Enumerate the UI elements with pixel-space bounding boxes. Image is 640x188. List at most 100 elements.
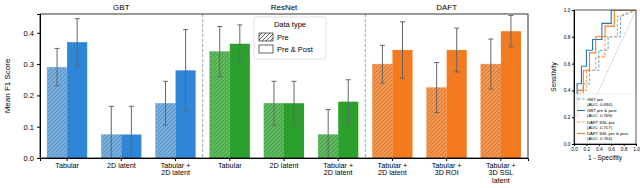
error-cap — [237, 62, 242, 63]
tick: 1.0 — [633, 144, 640, 152]
y-axis-title: Mean F1 Score — [3, 58, 12, 113]
tick: 0.2 — [24, 91, 40, 100]
error-bar — [454, 28, 459, 72]
tick-label: 0.6 — [608, 147, 615, 152]
legend-line — [577, 122, 585, 123]
tick-label: Tabular +2D latent — [161, 161, 191, 178]
tick-label: 1.0 — [633, 147, 640, 152]
error-line — [57, 48, 58, 86]
legend-box — [575, 94, 635, 143]
tick-label: 2D latent — [270, 161, 299, 170]
legend-line — [577, 133, 585, 134]
legend-label-line: (AUC: 0.764) — [587, 136, 613, 141]
error-cap — [434, 112, 439, 113]
error-line — [490, 39, 491, 89]
plot-frame — [40, 14, 528, 158]
tick: Tabular +3D ROI — [432, 158, 462, 177]
error-line — [328, 109, 329, 158]
tick: 0.6 — [564, 62, 574, 67]
tick-mark — [572, 90, 574, 91]
legend-title: Data type — [274, 20, 306, 29]
error-bar — [183, 30, 188, 111]
legend-label: Pre — [277, 33, 289, 42]
tick: 0.8 — [621, 144, 628, 152]
error-line — [165, 81, 166, 125]
error-cap — [183, 29, 188, 30]
x-axis: Tabular 2D latent Tabular +2D latent Tabula… — [41, 158, 529, 185]
error-bar — [508, 16, 513, 47]
tick-label: Tabular — [55, 161, 79, 170]
tick-mark — [572, 64, 574, 65]
plot-frame — [574, 10, 636, 144]
legend-box — [254, 17, 326, 59]
bar — [501, 31, 521, 158]
tick: 0.0 — [564, 142, 574, 147]
tick-mark — [37, 127, 40, 128]
error-cap — [217, 76, 222, 77]
error-line — [239, 25, 240, 63]
error-cap — [292, 125, 297, 126]
panel-separator — [365, 14, 366, 158]
tick-mark — [572, 10, 574, 11]
tick-mark — [37, 158, 40, 159]
error-cap — [400, 21, 405, 22]
tick-mark — [37, 95, 40, 96]
tick: 1.0 — [564, 8, 574, 13]
error-line — [294, 81, 295, 125]
tick-label: Tabular +3D SSLlatent — [486, 161, 516, 185]
error-line — [219, 27, 220, 77]
tick-mark — [636, 144, 637, 146]
tick: 0.4 — [564, 88, 574, 93]
tick-label-line: Tabular — [218, 161, 242, 170]
tick-mark — [37, 33, 40, 34]
error-bar — [75, 19, 80, 66]
roc-line — [574, 10, 636, 144]
tick: 2D latent — [270, 158, 299, 170]
legend: GBT pre(AUC: 0.694)GBT pre & post(AUC: 0… — [575, 94, 635, 143]
y-axis: 0.00.20.40.60.81.0 — [564, 8, 575, 147]
tick: Tabular +2D latent — [323, 158, 353, 177]
tick: Tabular +2D latent — [378, 158, 408, 177]
roc-line — [574, 10, 636, 144]
error-cap — [488, 39, 493, 40]
legend: Data type Pre Pre & Post — [254, 17, 326, 59]
tick-mark — [572, 144, 574, 145]
error-cap — [237, 24, 242, 25]
error-cap — [434, 62, 439, 63]
tick-label: Tabular +3D ROI — [432, 161, 462, 178]
tick-mark — [624, 144, 625, 146]
error-line — [185, 30, 186, 111]
legend-label: GBT pre & post(AUC: 0.769) — [587, 108, 617, 118]
roc-line — [574, 10, 636, 144]
tick: 0.0 — [24, 154, 40, 163]
tick-mark — [611, 144, 612, 146]
tick-label: 1.0 — [564, 8, 571, 13]
error-bar — [488, 39, 493, 89]
error-bar — [346, 80, 351, 124]
roc-plot-area — [574, 10, 636, 144]
tick: 0.2 — [584, 144, 591, 152]
error-bar — [163, 81, 168, 125]
legend-label: GBT pre(AUC: 0.694) — [587, 97, 613, 107]
tick: Tabular — [55, 158, 79, 170]
legend-label: DAFT SSL pre & post(AUC: 0.764) — [587, 131, 629, 141]
tick-label: Tabular — [218, 161, 242, 170]
error-bar — [109, 106, 114, 158]
y-axis: 0.00.10.20.30.4 — [24, 15, 41, 163]
legend-label: DAFT SSL pre(AUC: 0.717) — [587, 120, 615, 130]
error-cap — [163, 81, 168, 82]
error-cap — [75, 65, 80, 66]
tick-label-line: 2D latent — [107, 161, 136, 170]
tick: 2D latent — [107, 158, 136, 170]
tick: 0.4 — [24, 29, 40, 38]
error-line — [510, 16, 511, 47]
legend-label-line: (AUC: 0.769) — [587, 113, 613, 118]
tick-label-line: Tabular — [55, 161, 79, 170]
error-cap — [508, 15, 513, 16]
tick-mark — [572, 37, 574, 38]
panel-title: GBT — [113, 3, 130, 12]
legend-swatch — [259, 45, 273, 53]
legend-label: Pre & Post — [277, 45, 314, 54]
x-axis: 0.00.20.40.60.81.0 — [571, 144, 640, 152]
tick-label: 0.3 — [24, 60, 34, 69]
